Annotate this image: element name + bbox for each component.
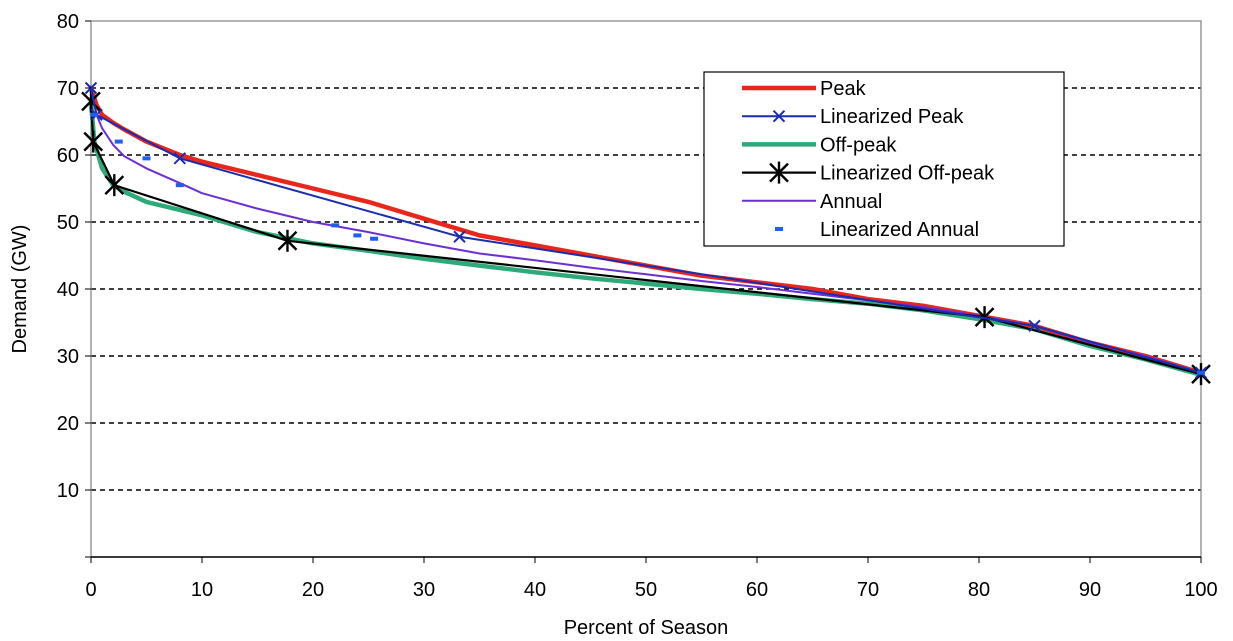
legend-item-linearized-annual: Linearized Annual bbox=[775, 219, 979, 241]
x-tick-label-20: 20 bbox=[302, 579, 324, 601]
y-tick-label-30: 30 bbox=[57, 346, 79, 368]
legend-marker-linearized-annual bbox=[775, 227, 783, 231]
series-off-peak-line bbox=[88, 99, 1204, 378]
legend-item-linearized-off-peak: Linearized Off-peak bbox=[742, 161, 995, 185]
y-tick-label-40: 40 bbox=[57, 279, 79, 301]
legend-item-linearized-peak: Linearized Peak bbox=[742, 106, 964, 128]
legend-label-linearized-off-peak: Linearized Off-peak bbox=[820, 163, 995, 185]
series-linearized-peak-point-3 bbox=[453, 230, 466, 243]
series-linearized-peak-point-3-b bbox=[453, 230, 466, 243]
x-tick-label-90: 90 bbox=[1079, 579, 1101, 601]
y-tick-label-50: 50 bbox=[57, 212, 79, 234]
x-tick-label-0: 0 bbox=[85, 579, 96, 601]
x-tick-label-30: 30 bbox=[413, 579, 435, 601]
series-linearized-annual-point-6 bbox=[370, 236, 379, 241]
x-axis-title: Percent of Season bbox=[564, 617, 729, 639]
legend-item-off-peak: Off-peak bbox=[742, 134, 897, 156]
series-linearized-peak-point-2-b bbox=[173, 152, 187, 165]
legend-item-peak: Peak bbox=[742, 78, 867, 100]
series-linearized-annual-point-0 bbox=[90, 112, 99, 117]
legend-label-peak: Peak bbox=[820, 78, 867, 100]
gridlines bbox=[91, 87, 1201, 491]
series-layer bbox=[81, 81, 1211, 386]
series-linearized-annual-point-7 bbox=[1197, 370, 1205, 375]
legend-item-annual: Annual bbox=[742, 191, 882, 213]
x-tick-label-70: 70 bbox=[857, 579, 879, 601]
x-tick-label-10: 10 bbox=[191, 579, 213, 601]
x-tick-label-40: 40 bbox=[524, 579, 546, 601]
series-linearized-annual-point-5 bbox=[353, 233, 362, 238]
series-linearized-peak-line bbox=[90, 87, 1202, 374]
series-linearized-peak-point-4-b bbox=[1028, 319, 1041, 333]
series-annual-line bbox=[90, 87, 1202, 374]
legend: Peak Linearized Peak Off-peak Linearized Of… bbox=[703, 71, 1065, 247]
y-tick-label-20: 20 bbox=[57, 413, 79, 435]
legend-label-linearized-annual: Linearized Annual bbox=[820, 219, 979, 241]
y-tick-label-80: 80 bbox=[57, 11, 79, 33]
series-linearized-annual-point-4 bbox=[331, 223, 340, 228]
x-tick-label-80: 80 bbox=[968, 579, 990, 601]
series-linearized-off-peak-point-3 bbox=[277, 229, 298, 252]
axes: 10 20 30 40 50 60 70 80 0 10 20 30 40 50 60 70 80 90 100 bbox=[57, 11, 1218, 601]
x-tick-label-100: 100 bbox=[1184, 579, 1217, 601]
legend-box bbox=[703, 71, 1065, 247]
series-linearized-annual-point-2 bbox=[142, 156, 151, 161]
y-tick-label-70: 70 bbox=[57, 78, 79, 100]
series-linearized-peak-point-2 bbox=[173, 152, 187, 165]
series-off-peak bbox=[88, 99, 1204, 378]
y-axis-title: Demand (GW) bbox=[9, 225, 31, 354]
legend-label-annual: Annual bbox=[820, 191, 882, 213]
series-linearized-annual-point-1 bbox=[114, 139, 123, 144]
series-annual bbox=[90, 87, 1202, 374]
y-tick-label-10: 10 bbox=[57, 480, 79, 502]
series-linearized-annual-point-3 bbox=[175, 183, 184, 188]
x-tick-label-60: 60 bbox=[746, 579, 768, 601]
y-tick-label-60: 60 bbox=[57, 145, 79, 167]
legend-marker-linearized-peak bbox=[772, 109, 786, 123]
legend-label-linearized-peak: Linearized Peak bbox=[820, 106, 964, 128]
series-linearized-off-peak-point-2 bbox=[104, 174, 125, 197]
x-tick-label-50: 50 bbox=[635, 579, 657, 601]
series-linearized-off-peak-point-0 bbox=[81, 90, 101, 113]
legend-marker-linearized-off-peak bbox=[769, 161, 789, 184]
series-linearized-peak-point-4 bbox=[1028, 319, 1041, 333]
legend-label-off-peak: Off-peak bbox=[820, 134, 897, 156]
series-linearized-off-peak-point-1 bbox=[83, 130, 104, 153]
series-linearized-annual bbox=[90, 112, 1205, 375]
legend-marker-linearized-peak-b bbox=[772, 109, 786, 123]
